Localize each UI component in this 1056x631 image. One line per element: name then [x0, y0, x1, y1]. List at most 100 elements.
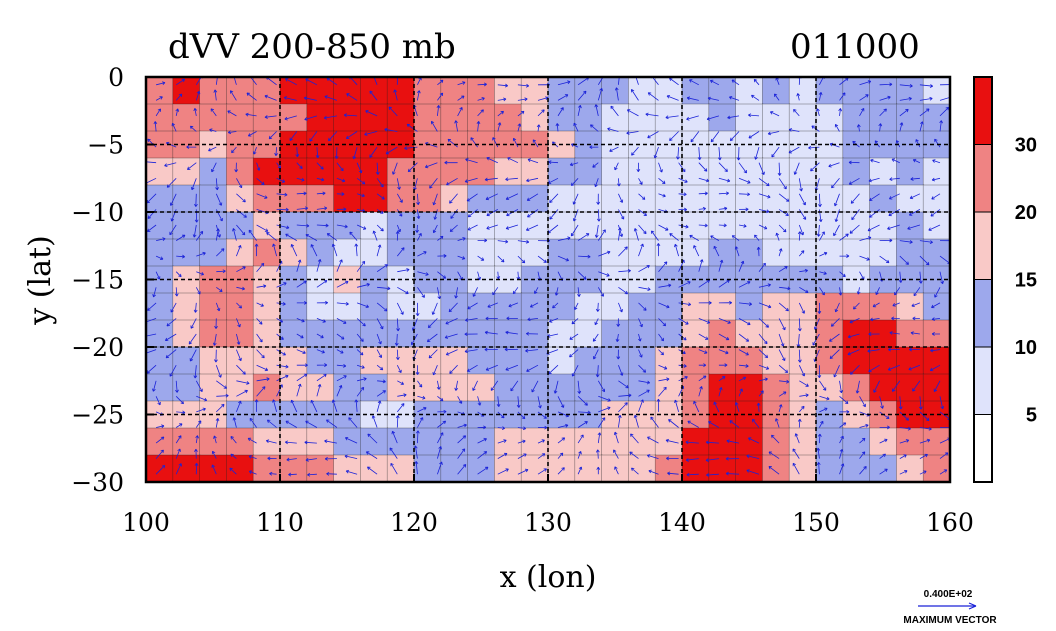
wind-vector — [693, 245, 700, 257]
wind-vector — [348, 417, 358, 428]
wind-vector — [305, 420, 318, 428]
wind-vector — [394, 333, 399, 346]
wind-vector — [859, 255, 870, 261]
wind-vector — [778, 364, 789, 373]
wind-vector — [336, 280, 349, 288]
wind-vector — [767, 131, 780, 136]
wind-vector — [656, 243, 661, 257]
wind-vector — [174, 287, 179, 297]
wind-vector — [517, 123, 522, 132]
wind-vector — [397, 286, 409, 295]
wind-vector — [738, 260, 745, 272]
wind-vector — [166, 318, 177, 327]
wind-vector — [310, 244, 318, 257]
heatmap-cell — [628, 427, 657, 456]
max-vector-key: 0.400E+02 MAXIMUM VECTOR — [903, 589, 997, 626]
wind-vector — [839, 435, 844, 444]
heatmap-cell — [654, 103, 683, 132]
colorbar-frame — [973, 76, 993, 483]
heatmap-cell — [440, 319, 469, 348]
wind-vector — [638, 178, 643, 185]
wind-vector — [449, 224, 458, 232]
heatmap-cell — [628, 77, 657, 105]
wind-vector — [618, 77, 620, 85]
wind-vector — [738, 333, 750, 342]
wind-vector — [758, 162, 765, 176]
wind-vector — [215, 193, 223, 206]
heatmap-cell — [467, 157, 496, 186]
wind-vector — [778, 193, 790, 202]
heatmap-cell — [547, 427, 576, 456]
x-tick-label: 140 — [658, 508, 706, 537]
wind-vector — [819, 380, 827, 391]
colorbar-bin — [973, 76, 993, 145]
heatmap-cell — [494, 427, 523, 456]
wind-vector — [879, 425, 890, 430]
heatmap-cell — [735, 103, 764, 132]
wind-vector — [326, 471, 337, 476]
heatmap-cell — [386, 103, 415, 132]
wind-vector — [285, 420, 298, 428]
heatmap-cell — [306, 77, 335, 105]
wind-vector — [354, 243, 359, 257]
wind-vector — [331, 243, 338, 257]
wind-vector — [596, 193, 601, 205]
heatmap-cell — [146, 292, 174, 321]
wind-vector — [256, 262, 265, 272]
wind-vector — [316, 300, 329, 305]
wind-vector — [631, 89, 639, 101]
wind-vector — [336, 333, 345, 340]
wind-vector — [449, 364, 458, 374]
wind-vector — [799, 268, 808, 273]
wind-vector — [869, 193, 880, 201]
wind-vector — [265, 439, 277, 444]
heatmap-cell — [788, 184, 817, 213]
wind-vector — [276, 374, 289, 382]
wind-vector — [194, 193, 198, 207]
heatmap-cell — [279, 238, 308, 267]
wind-vector — [899, 439, 910, 444]
wind-vector — [819, 251, 828, 257]
wind-vector — [618, 268, 631, 273]
wind-vector — [919, 411, 930, 422]
wind-vector — [638, 349, 643, 358]
wind-vector — [828, 162, 840, 168]
wind-vector — [256, 386, 266, 397]
wind-vector — [268, 131, 277, 140]
wind-vector — [829, 333, 840, 342]
wind-vector — [537, 411, 547, 419]
wind-vector — [296, 162, 303, 169]
wind-vector — [557, 94, 569, 101]
wind-vector — [230, 436, 237, 444]
wind-vector — [152, 287, 157, 298]
heatmap-cell — [333, 454, 362, 482]
wind-vector — [698, 375, 707, 382]
heatmap-cell — [601, 77, 630, 105]
heatmap-cell — [869, 427, 898, 456]
heatmap-cell — [440, 373, 469, 402]
heatmap-cell — [922, 157, 950, 186]
wind-vector — [534, 287, 539, 294]
wind-vector — [289, 131, 298, 141]
wind-vector — [899, 240, 913, 244]
wind-vector — [296, 177, 305, 182]
wind-vector — [899, 96, 912, 101]
wind-vector — [848, 160, 860, 165]
wind-vector — [610, 105, 619, 117]
wind-vector — [397, 268, 410, 273]
wind-vector — [698, 206, 706, 211]
wind-vector — [431, 302, 438, 315]
colorbar: 5 10 15 20 30 — [973, 76, 1037, 483]
heatmap-cell — [386, 319, 415, 348]
x-tick-label: 150 — [792, 508, 840, 537]
heatmap-cell — [146, 454, 174, 482]
wind-vector — [618, 380, 629, 389]
wind-vector — [336, 207, 347, 212]
heatmap-cell — [279, 319, 308, 348]
wind-vector — [728, 96, 740, 101]
wind-vector — [175, 380, 179, 393]
wind-vector — [304, 440, 317, 445]
y-tick-label: −5 — [87, 131, 124, 160]
heatmap-cell — [815, 454, 844, 482]
wind-vector — [879, 255, 890, 264]
